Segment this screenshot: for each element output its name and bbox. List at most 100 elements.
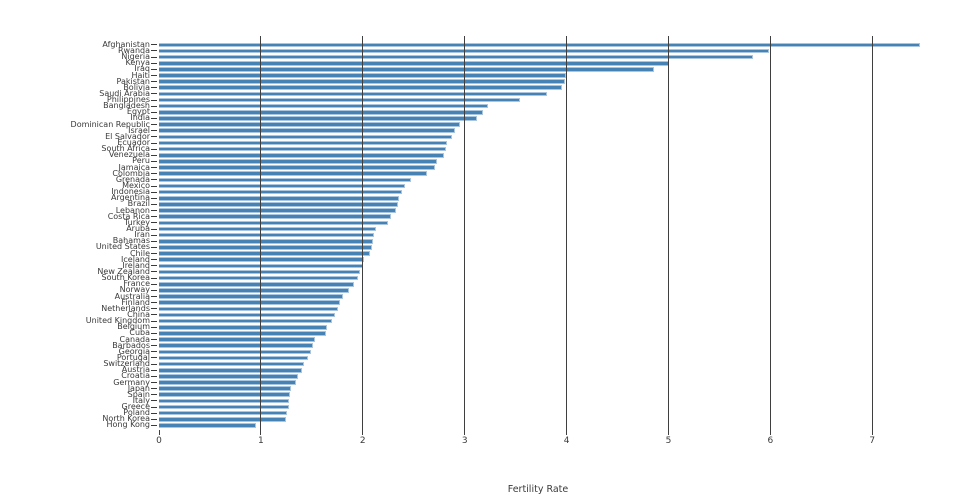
y-tick (151, 234, 157, 236)
y-tick (151, 265, 157, 267)
gridline-x2 (362, 36, 364, 430)
y-tick (151, 277, 157, 279)
y-tick (151, 50, 157, 52)
bar-grenada (159, 177, 411, 183)
x-axis-label: Fertility Rate (507, 484, 569, 495)
country-label: Argentina (110, 193, 150, 203)
y-tick (151, 142, 157, 144)
country-label: North Korea (102, 414, 150, 424)
country-label: Belgium (117, 322, 150, 332)
y-tick (151, 314, 157, 316)
y-tick (151, 412, 157, 414)
y-tick (151, 44, 157, 46)
x-tick-3 (464, 430, 466, 435)
country-label: Chile (129, 248, 150, 258)
bar-colombia (159, 171, 427, 177)
country-label: Norway (119, 285, 150, 295)
country-label: New Zealand (97, 266, 150, 276)
y-tick (151, 62, 157, 64)
bar-costa-rica (159, 214, 392, 219)
x-tick-1 (260, 430, 262, 435)
country-label: El Salvador (105, 131, 150, 141)
y-tick (151, 283, 157, 285)
country-label: Spain (127, 389, 150, 399)
bar-afghanistan (159, 42, 921, 48)
bar-ecuador (159, 140, 448, 146)
bar-cuba (159, 331, 327, 336)
x-tick-label-6: 6 (767, 436, 774, 446)
country-label: China (127, 309, 150, 319)
country-label: Australia (114, 291, 150, 301)
bar-finland (159, 300, 341, 305)
country-label: Nigeria (121, 52, 150, 62)
y-tick (151, 406, 157, 408)
bar-north-korea (159, 417, 287, 422)
country-label: Hong Kong (106, 420, 151, 430)
y-tick (151, 332, 157, 334)
y-tick (151, 154, 157, 156)
country-label: Germany (113, 377, 150, 387)
y-tick (151, 117, 157, 119)
y-tick (151, 228, 157, 230)
bar-brazil (159, 202, 399, 207)
x-tick-5 (668, 430, 669, 435)
y-tick (151, 424, 157, 426)
country-label: Dominican Republic (70, 119, 150, 129)
country-label: Croatia (121, 371, 150, 381)
bar-norway (159, 288, 349, 293)
y-tick (151, 289, 157, 291)
y-tick (151, 308, 157, 310)
bar-saudi-arabia (159, 91, 548, 97)
country-label: Finland (121, 297, 150, 307)
bar-iceland (159, 257, 364, 262)
bar-poland (159, 410, 288, 416)
y-tick (151, 173, 157, 175)
bar-japan (159, 386, 292, 391)
gridline-x7 (871, 36, 873, 430)
country-label: Greece (121, 402, 150, 412)
y-tick (151, 203, 157, 205)
country-label: Venezuela (108, 150, 150, 160)
country-label: Jamaica (118, 162, 150, 172)
country-label: Indonesia (111, 187, 150, 197)
bar-georgia (159, 349, 311, 355)
country-label: Iceland (121, 254, 150, 264)
y-tick (151, 388, 157, 390)
y-tick (151, 271, 157, 273)
y-tick (151, 160, 157, 162)
bar-south-africa (159, 146, 447, 152)
country-label: Netherlands (101, 303, 150, 313)
y-tick (151, 185, 157, 187)
bar-hong-kong (159, 423, 256, 428)
gridline-x6 (769, 36, 771, 430)
bar-aruba (159, 226, 377, 232)
gridline-x5 (668, 36, 669, 430)
bar-indonesia (159, 189, 402, 195)
bar-pakistan (159, 79, 565, 84)
country-label: Iraq (134, 64, 150, 74)
bar-iraq (159, 67, 655, 72)
y-tick (151, 240, 157, 242)
bar-india (159, 116, 477, 121)
country-label: Costa Rica (107, 211, 150, 221)
y-tick (151, 259, 157, 261)
bar-bahamas (159, 238, 373, 244)
country-label: Barbados (112, 340, 150, 350)
bar-barbados (159, 343, 313, 348)
country-label: Kenya (125, 58, 150, 68)
y-tick (151, 148, 157, 150)
bar-canada (159, 337, 315, 342)
bar-kenya (159, 60, 669, 66)
country-label: Italy (132, 395, 150, 405)
bar-israel (159, 128, 455, 134)
y-tick (151, 246, 157, 248)
y-tick (151, 191, 157, 193)
x-tick-label-4: 4 (563, 436, 570, 446)
y-tick (151, 302, 157, 304)
bar-south-korea (159, 275, 358, 281)
y-tick (151, 320, 157, 322)
country-label: Japan (127, 383, 150, 393)
bar-egypt (159, 110, 484, 115)
country-label: Poland (123, 408, 150, 418)
